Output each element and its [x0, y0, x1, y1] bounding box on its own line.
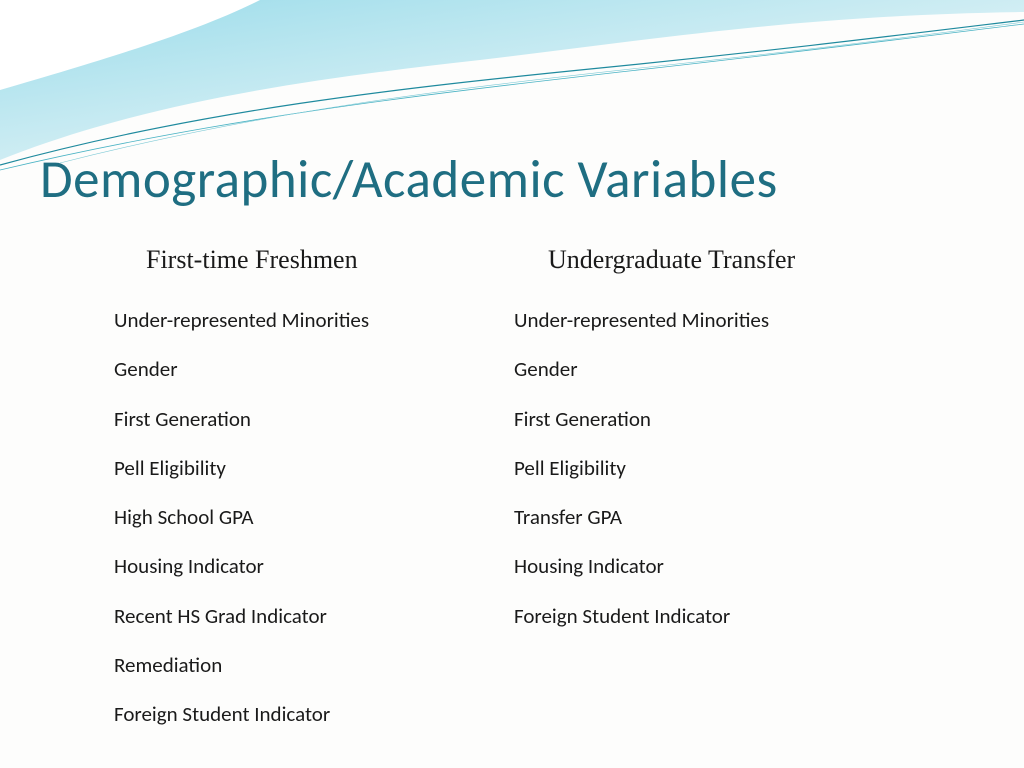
list-item: Gender: [514, 356, 914, 383]
content-columns: First-time Freshmen Under-represented Mi…: [114, 245, 964, 751]
list-item: Recent HS Grad Indicator: [114, 603, 514, 630]
column-heading: First-time Freshmen: [114, 245, 514, 275]
column-transfer: Undergraduate Transfer Under-represented…: [514, 245, 914, 751]
list-item: First Generation: [514, 406, 914, 433]
list-item: Under-represented Minorities: [114, 307, 514, 334]
list-item: Pell Eligibility: [114, 455, 514, 482]
list-item: Remediation: [114, 652, 514, 679]
list-item: Transfer GPA: [514, 504, 914, 531]
list-item: Foreign Student Indicator: [514, 603, 914, 630]
list-item: First Generation: [114, 406, 514, 433]
list-item: Foreign Student Indicator: [114, 701, 514, 728]
list-item: Under-represented Minorities: [514, 307, 914, 334]
list-item: Housing Indicator: [514, 553, 914, 580]
slide-title: Demographic/Academic Variables: [40, 148, 778, 212]
list-item: Housing Indicator: [114, 553, 514, 580]
list-item: Gender: [114, 356, 514, 383]
list-item: Pell Eligibility: [514, 455, 914, 482]
list-item: High School GPA: [114, 504, 514, 531]
column-heading: Undergraduate Transfer: [514, 245, 914, 275]
column-freshmen: First-time Freshmen Under-represented Mi…: [114, 245, 514, 751]
